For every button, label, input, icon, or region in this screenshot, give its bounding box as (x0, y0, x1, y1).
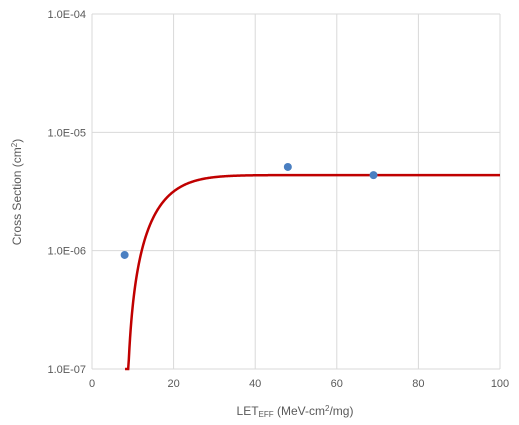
x-tick-label: 0 (89, 378, 95, 390)
x-tick-label: 60 (331, 378, 343, 390)
y-tick-label: 1.0E-06 (47, 246, 86, 258)
y-tick-label: 1.0E-05 (47, 127, 86, 139)
data-point (120, 250, 129, 259)
x-tick-labels: 0 20 40 60 80 100 (89, 378, 509, 390)
y-tick-label: 1.0E-07 (47, 364, 86, 376)
x-tick-label: 100 (491, 378, 509, 390)
y-axis-label: Cross Section (cm2) (10, 139, 24, 245)
data-points (120, 162, 378, 259)
x-tick-label: 80 (412, 378, 424, 390)
x-axis-label: LETEFF (MeV-cm2/mg) (237, 404, 354, 419)
x-tick-label: 20 (167, 378, 179, 390)
y-tick-label: 1.0E-04 (47, 9, 86, 21)
fit-curve (125, 173, 500, 371)
y-tick-labels: 1.0E-07 1.0E-06 1.0E-05 1.0E-04 (47, 9, 86, 376)
x-tick-label: 40 (249, 378, 261, 390)
data-point (369, 171, 378, 180)
data-point (283, 162, 292, 171)
gridlines (91, 13, 501, 370)
